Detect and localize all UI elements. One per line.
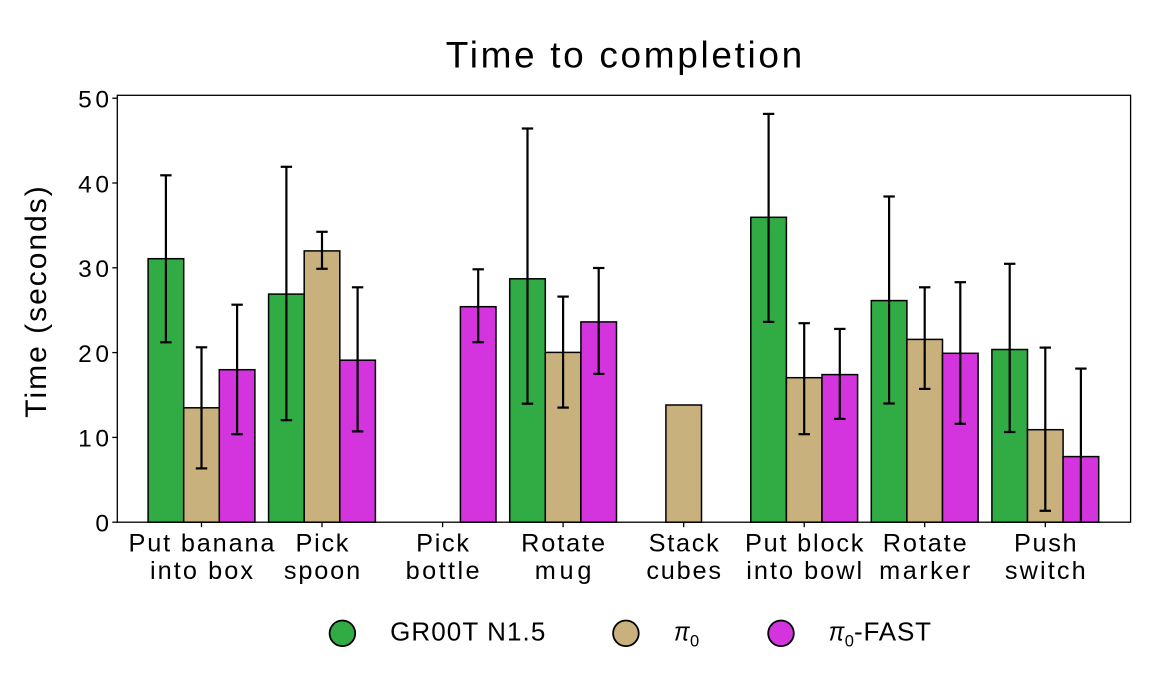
svg-text:-FAST: -FAST — [854, 617, 931, 647]
svg-text:Push: Push — [1014, 530, 1077, 558]
svg-text:Put block: Put block — [745, 530, 864, 558]
svg-text:0: 0 — [690, 633, 699, 651]
svg-text:Stack: Stack — [649, 530, 719, 558]
svg-text:spoon: spoon — [284, 557, 360, 585]
svg-text:Rotate: Rotate — [521, 530, 605, 558]
svg-text:Pick: Pick — [296, 530, 349, 558]
svg-text:bottle: bottle — [406, 557, 480, 585]
svg-text:Rotate: Rotate — [883, 530, 967, 558]
svg-text:into bowl: into bowl — [746, 557, 862, 585]
svg-text:GR00T N1.5: GR00T N1.5 — [390, 617, 545, 647]
svg-text:Time (seconds): Time (seconds) — [20, 186, 53, 418]
svg-text:Time to completion: Time to completion — [446, 35, 802, 76]
svg-text:Pick: Pick — [416, 530, 469, 558]
svg-text:π: π — [674, 617, 690, 647]
svg-text:Put banana: Put banana — [129, 530, 276, 558]
svg-text:into box: into box — [150, 557, 253, 585]
svg-text:switch: switch — [1005, 557, 1086, 585]
svg-text:π: π — [829, 617, 845, 647]
svg-text:cubes: cubes — [646, 557, 721, 585]
svg-text:mug: mug — [535, 557, 592, 585]
svg-text:0: 0 — [845, 633, 854, 651]
svg-text:marker: marker — [879, 557, 970, 585]
svg-text:0: 0 — [95, 511, 109, 538]
